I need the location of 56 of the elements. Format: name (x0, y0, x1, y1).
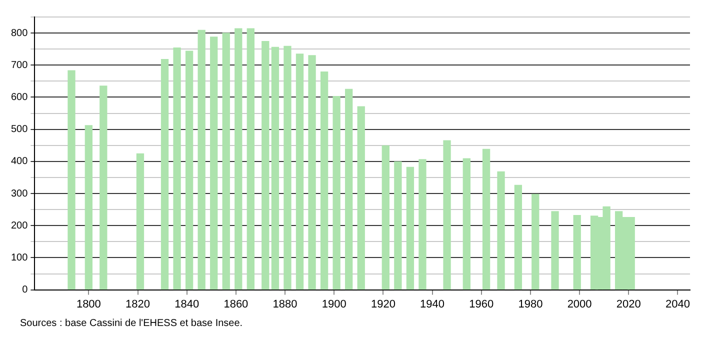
bar (222, 32, 230, 290)
bar (462, 158, 470, 290)
bar (551, 211, 559, 290)
bar (382, 145, 390, 290)
bar (418, 159, 426, 290)
x-tick-label: 1960 (469, 298, 494, 310)
bar (532, 194, 540, 290)
x-tick-label: 1940 (420, 298, 445, 310)
source-note: Sources : base Cassini de l'EHESS et base Insee. (20, 318, 244, 329)
bar (406, 166, 414, 290)
x-tick-label: 1920 (370, 298, 396, 310)
bar (100, 86, 108, 290)
x-tick-label: 1980 (518, 298, 543, 310)
x-tick-label: 1840 (174, 298, 200, 310)
bar (284, 46, 292, 290)
bar (482, 148, 490, 290)
y-tick-label: 300 (10, 188, 28, 200)
y-tick-label: 100 (10, 252, 28, 264)
bar (308, 55, 316, 290)
bar (173, 47, 181, 290)
x-tick-label: 2020 (616, 298, 641, 310)
y-tick-label: 600 (10, 92, 28, 103)
y-tick-label: 700 (10, 60, 28, 71)
y-tick-label: 0 (22, 284, 28, 296)
x-tick-label: 1880 (272, 298, 298, 310)
bar (136, 153, 144, 290)
bar (296, 54, 304, 290)
bar (246, 28, 254, 290)
y-tick-label: 500 (10, 124, 28, 136)
bar (514, 184, 522, 290)
bar (210, 36, 218, 290)
bar (443, 140, 451, 290)
bar (198, 30, 206, 290)
x-tick-label: 1860 (224, 298, 248, 310)
y-tick-label: 200 (10, 220, 28, 232)
bar (345, 88, 353, 290)
bar (262, 41, 270, 290)
bar (497, 171, 505, 290)
bar (234, 28, 242, 290)
x-tick-label: 1820 (126, 298, 150, 310)
bar (357, 106, 365, 290)
bar (394, 161, 402, 290)
bar (160, 59, 169, 290)
x-tick-label: 2040 (665, 298, 690, 310)
y-tick-label: 400 (10, 156, 28, 168)
bar (320, 72, 328, 290)
bar (185, 50, 194, 290)
bar (68, 70, 76, 290)
bar (84, 125, 93, 290)
x-tick-label: 1900 (322, 298, 346, 310)
x-tick-label: 2000 (567, 298, 592, 310)
x-tick-label: 1800 (76, 298, 101, 310)
y-tick-label: 800 (10, 28, 28, 39)
bar (573, 215, 581, 290)
bar (332, 96, 340, 290)
bar (271, 46, 280, 290)
